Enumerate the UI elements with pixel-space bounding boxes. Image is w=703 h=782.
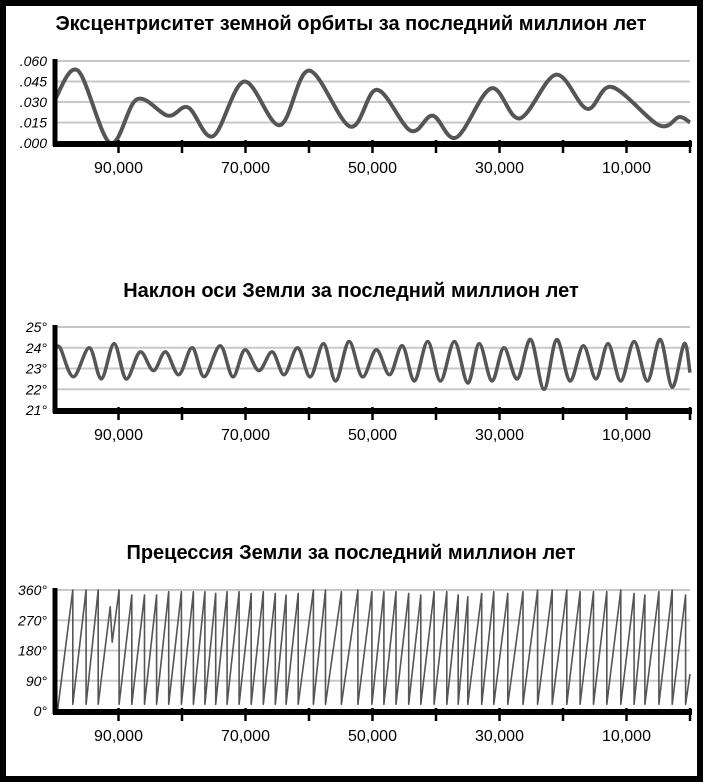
- x-tick-label: 70,000: [221, 160, 270, 177]
- y-tick-label: .015: [20, 115, 47, 131]
- y-tick-label: 24°: [25, 340, 48, 356]
- series-line: [56, 589, 691, 712]
- obliquity-chart: Наклон оси Земли за последний миллион ле…: [25, 280, 692, 444]
- y-tick-label: 21°: [25, 402, 48, 418]
- x-tick-label: 10,000: [602, 427, 651, 444]
- x-tick-label: 50,000: [348, 427, 397, 444]
- chart-title: Наклон оси Земли за последний миллион ле…: [123, 280, 579, 302]
- y-tick-label: 360°: [18, 582, 47, 598]
- x-tick-label: 70,000: [221, 728, 270, 745]
- y-tick-label: 270°: [17, 612, 47, 628]
- chart-title: Эксцентриситет земной орбиты за последни…: [55, 13, 646, 35]
- x-tick-label: 50,000: [348, 160, 397, 177]
- x-tick-label: 30,000: [475, 427, 524, 444]
- x-tick-label: 90,000: [94, 160, 143, 177]
- x-tick-label: 70,000: [221, 427, 270, 444]
- y-tick-label: 90°: [26, 673, 48, 689]
- series-line: [53, 337, 692, 392]
- y-tick-label: 23°: [25, 361, 48, 377]
- y-tick-label: 180°: [18, 643, 47, 659]
- y-tick-label: 0°: [34, 703, 48, 719]
- x-tick-label: 90,000: [94, 427, 143, 444]
- x-tick-label: 30,000: [475, 160, 524, 177]
- eccentricity-chart: Эксцентриситет земной орбиты за последни…: [20, 13, 692, 177]
- chart-title: Прецессия Земли за последний миллион лет: [126, 542, 575, 564]
- x-tick-label: 90,000: [94, 728, 143, 745]
- precession-chart: Прецессия Земли за последний миллион лет…: [17, 542, 692, 745]
- y-tick-label: 22°: [25, 381, 48, 397]
- series-line: [53, 67, 692, 146]
- y-tick-label: .030: [20, 94, 47, 110]
- y-tick-label: .000: [20, 135, 47, 151]
- x-tick-label: 10,000: [602, 728, 651, 745]
- y-tick-label: 25°: [25, 319, 48, 335]
- x-tick-label: 30,000: [475, 728, 524, 745]
- y-tick-label: .045: [20, 74, 47, 90]
- x-tick-label: 50,000: [348, 728, 397, 745]
- x-tick-label: 10,000: [602, 160, 651, 177]
- y-tick-label: .060: [20, 53, 47, 69]
